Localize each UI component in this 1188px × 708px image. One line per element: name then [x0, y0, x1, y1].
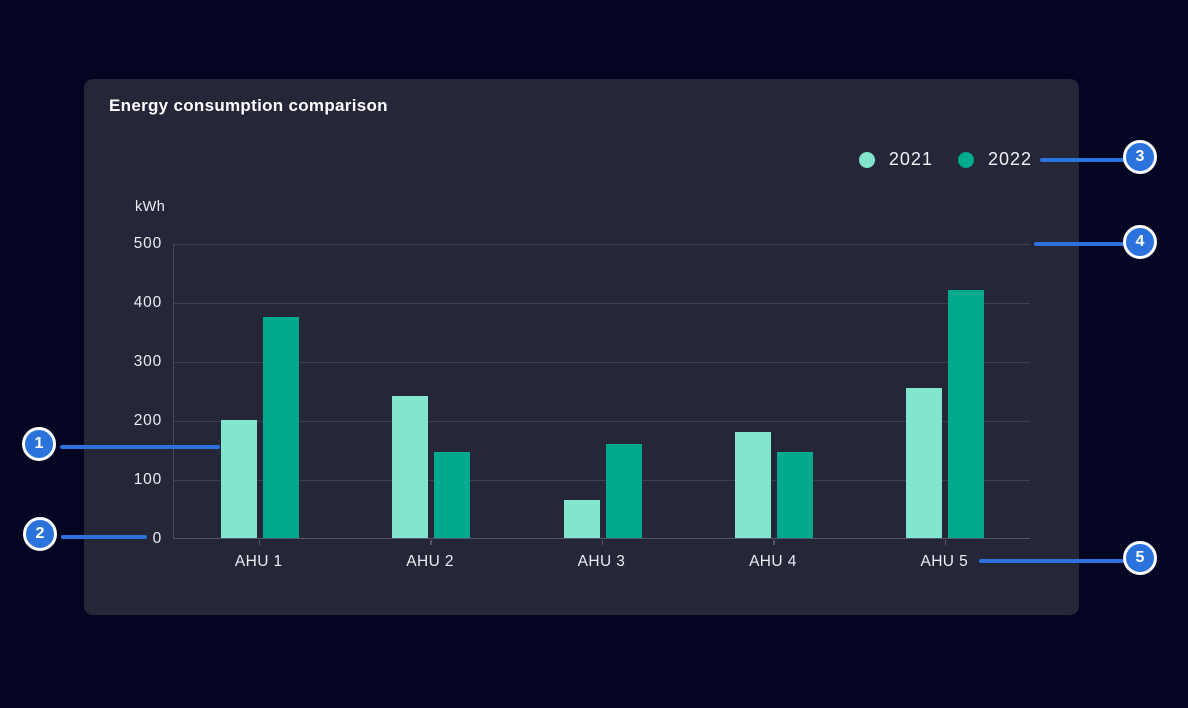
bar-2022-ahu-3: [605, 443, 642, 538]
y-tick-label-200: 200: [133, 412, 162, 429]
legend-item-2021[interactable]: 2021: [858, 149, 933, 170]
x-axis-labels: AHU 1 AHU 2 AHU 3 AHU 4 AHU 5: [84, 553, 1079, 573]
gridline-200: [174, 420, 1030, 422]
y-tick-label-0: 0: [152, 530, 162, 547]
y-tick-label-300: 300: [133, 353, 162, 370]
callout-line-1: [60, 445, 220, 449]
callout-badge-2: 2: [23, 517, 57, 551]
y-tick-label-500: 500: [133, 235, 162, 252]
y-tick-label-400: 400: [133, 294, 162, 311]
bar-2022-ahu-5: [948, 290, 985, 538]
x-axis-tick-1: [258, 540, 261, 545]
bar-2021-ahu-3: [563, 499, 600, 538]
chart-card: Energy consumption comparison 2021 2022 …: [84, 79, 1079, 615]
x-tick-label-5: AHU 5: [920, 553, 969, 570]
y-axis-unit-label: kWh: [135, 199, 166, 215]
x-axis-tick-3: [601, 540, 604, 545]
x-axis-tick-5: [944, 540, 947, 545]
gridline-300: [174, 361, 1030, 363]
bar-2022-ahu-2: [434, 452, 471, 538]
x-tick-label-3: AHU 3: [577, 553, 626, 570]
callout-number-3: 3: [1135, 148, 1145, 165]
callout-number-4: 4: [1135, 233, 1145, 250]
plot-area: [173, 244, 1030, 545]
callout-number-5: 5: [1135, 549, 1145, 566]
y-tick-label-100: 100: [133, 471, 162, 488]
legend: 2021 2022: [858, 149, 1032, 170]
legend-item-2022[interactable]: 2022: [957, 149, 1032, 170]
legend-label-2021: 2021: [888, 149, 933, 169]
legend-dot-2022-icon: [957, 151, 974, 168]
callout-line-5: [979, 559, 1125, 563]
bar-2021-ahu-2: [392, 396, 429, 538]
gridline-400: [174, 302, 1030, 304]
callout-number-2: 2: [35, 525, 45, 542]
chart-title: Energy consumption comparison: [109, 96, 388, 115]
y-axis-labels: 0 100 200 300 400 500: [98, 235, 162, 547]
gridline-500: [174, 244, 1030, 245]
callout-number-1: 1: [34, 435, 44, 452]
gridline-100: [174, 479, 1030, 481]
x-tick-label-2: AHU 2: [406, 553, 454, 570]
callout-badge-1: 1: [22, 427, 56, 461]
callout-badge-5: 5: [1123, 541, 1157, 575]
x-axis-tick-4: [773, 540, 775, 545]
legend-label-2022: 2022: [987, 149, 1032, 169]
callout-line-3: [1040, 158, 1125, 162]
bar-2021-ahu-5: [906, 387, 943, 538]
bar-2022-ahu-4: [776, 452, 813, 538]
x-tick-label-4: AHU 4: [749, 553, 797, 570]
callout-line-2: [61, 535, 147, 539]
bar-2021-ahu-1: [220, 420, 257, 538]
callout-line-4: [1034, 242, 1125, 246]
bar-2021-ahu-4: [734, 431, 771, 538]
callout-badge-4: 4: [1123, 225, 1157, 259]
x-axis-tick-2: [430, 540, 432, 545]
legend-dot-2021-icon: [858, 151, 875, 168]
callout-badge-3: 3: [1123, 140, 1157, 174]
x-tick-label-1: AHU 1: [234, 553, 283, 570]
bar-2022-ahu-1: [262, 316, 299, 538]
